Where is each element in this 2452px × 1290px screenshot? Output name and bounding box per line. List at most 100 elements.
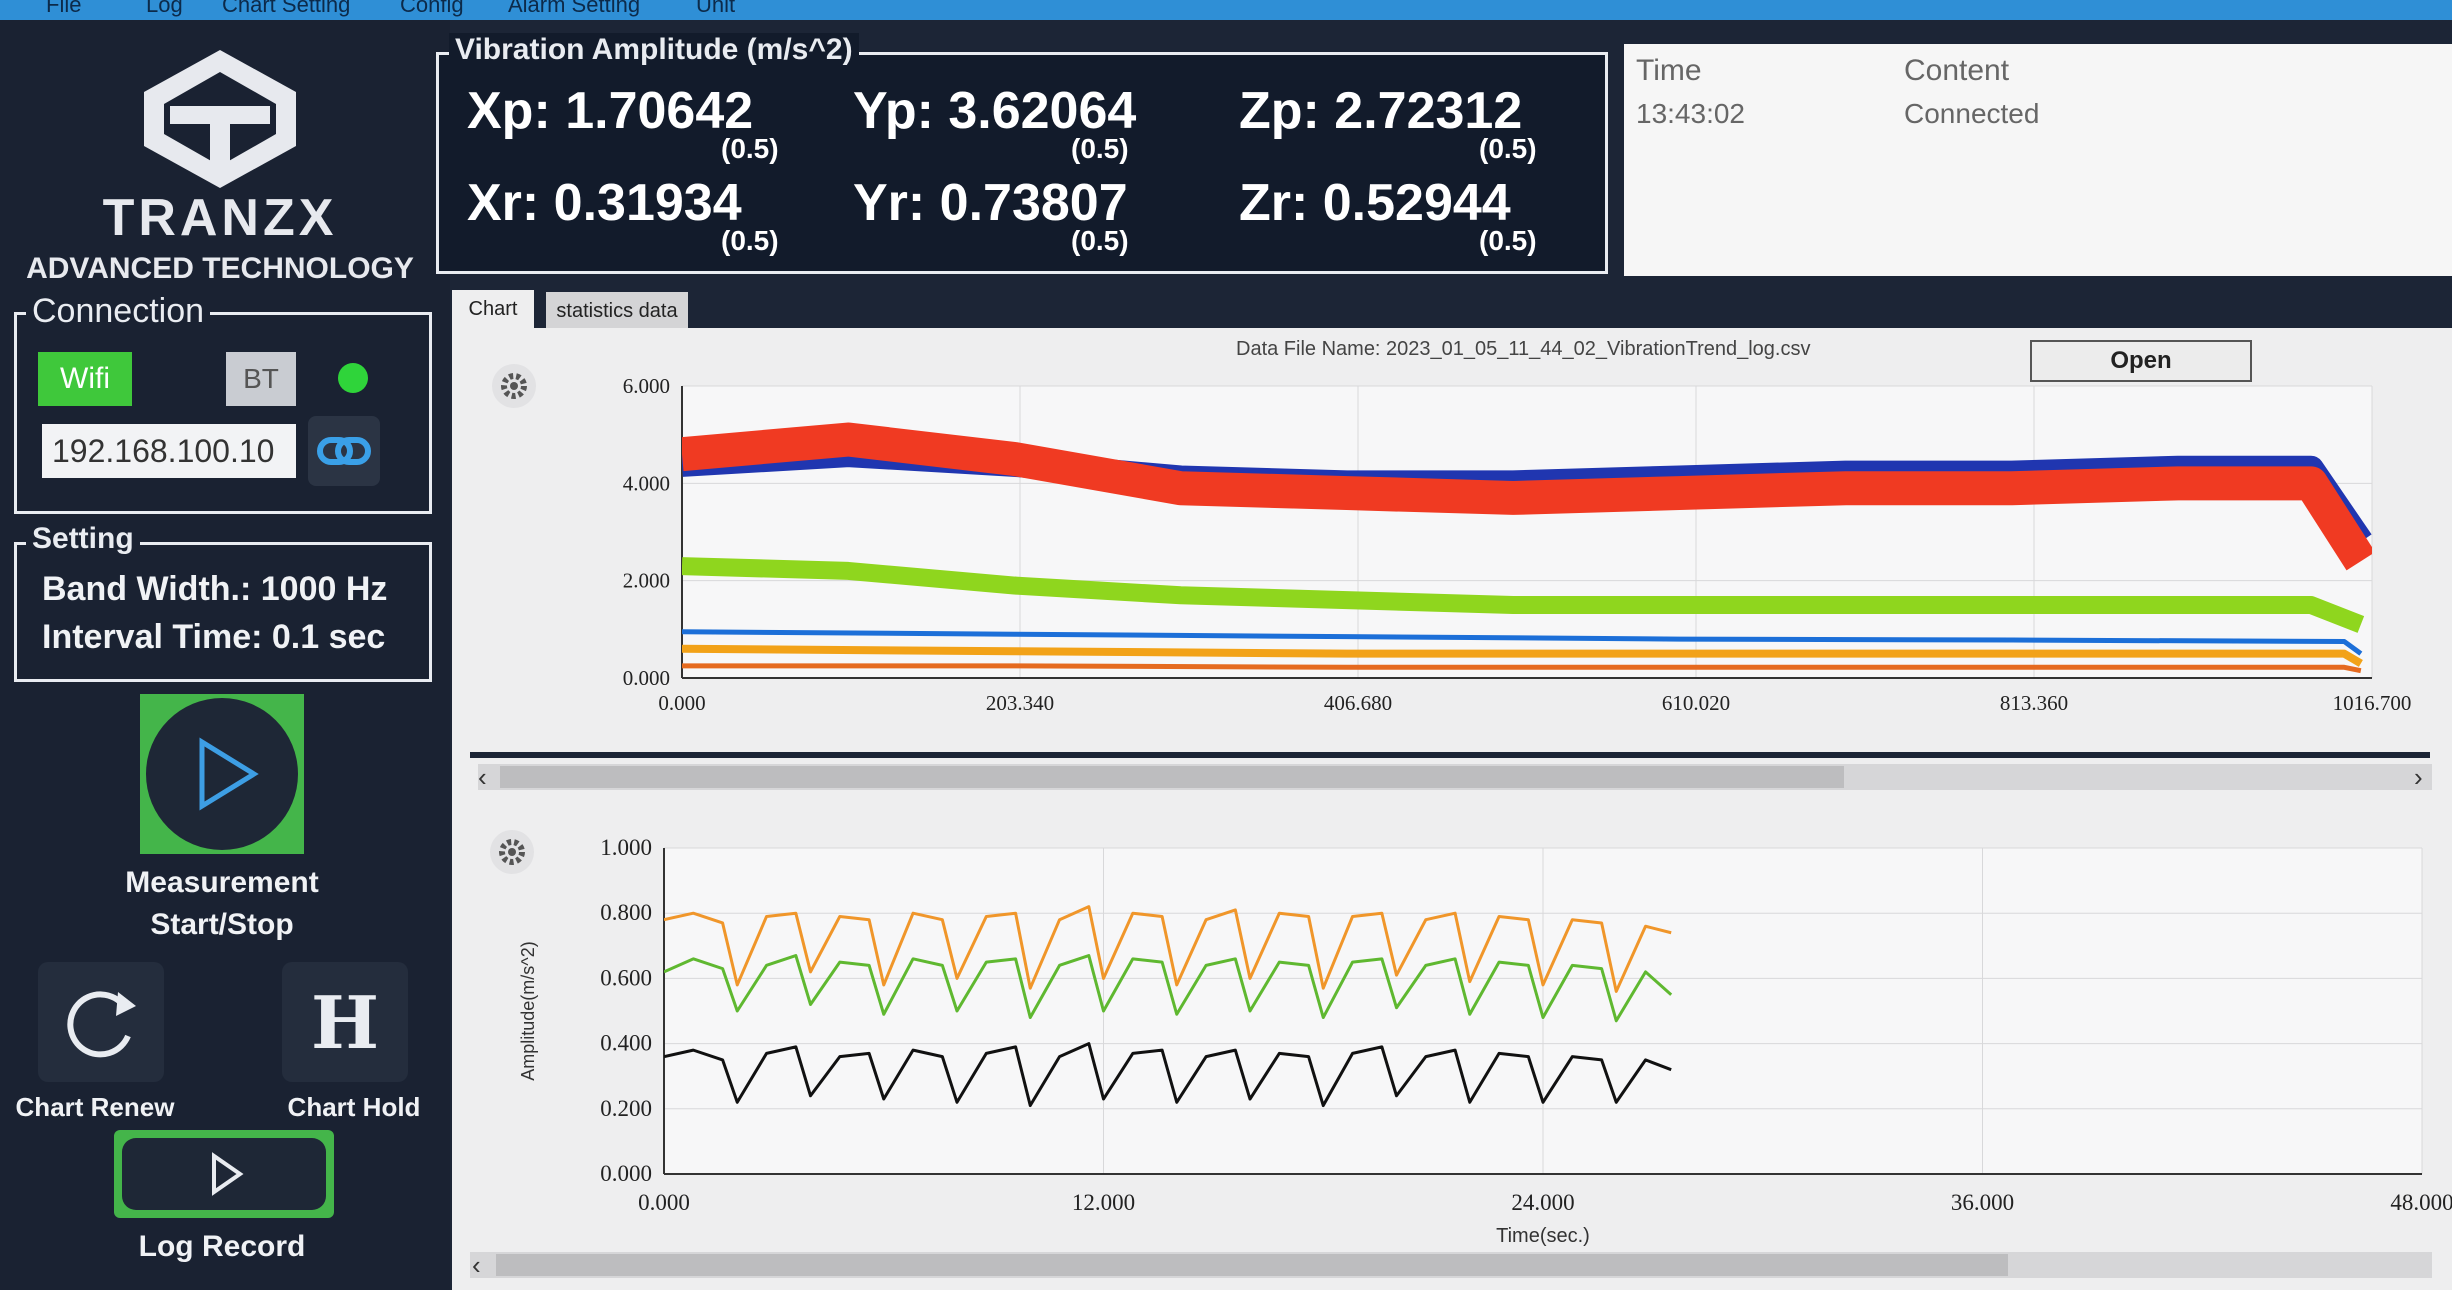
chart-renew-button[interactable] xyxy=(38,962,164,1082)
x-tick-label: 36.000 xyxy=(1951,1190,2014,1215)
menu-bar: File Log Chart Setting Config Alarm Sett… xyxy=(0,0,2452,20)
menu-unit[interactable]: Unit xyxy=(696,0,736,17)
x-tick-label: 813.360 xyxy=(2000,691,2068,715)
y-tick-label: 0.800 xyxy=(600,900,652,925)
yp-threshold: (0.5) xyxy=(1071,133,1129,164)
zr-threshold: (0.5) xyxy=(1479,225,1537,256)
series-line-5 xyxy=(682,663,2362,674)
chart2-settings-gear-icon[interactable] xyxy=(488,828,536,876)
ip-address-input[interactable] xyxy=(42,424,296,478)
x-tick-label: 12.000 xyxy=(1072,1190,1135,1215)
y-tick-label: 0.400 xyxy=(600,1031,652,1056)
log-header-time: Time xyxy=(1636,54,1702,87)
wifi-button[interactable]: Wifi xyxy=(38,352,132,406)
play-icon xyxy=(146,698,298,850)
tab-statistics-data[interactable]: statistics data xyxy=(546,292,688,330)
yr-threshold: (0.5) xyxy=(1071,225,1129,256)
menu-log[interactable]: Log xyxy=(146,0,183,17)
y-tick-label: 0.000 xyxy=(623,666,670,690)
y-tick-label: 1.000 xyxy=(600,835,652,860)
zr-value: Zr: 0.52944 xyxy=(1239,174,1511,232)
y-tick-label: 0.600 xyxy=(600,965,652,990)
measurement-label-line2: Start/Stop xyxy=(150,908,294,941)
menu-file[interactable]: File xyxy=(46,0,82,17)
scroll-left-icon[interactable]: ‹ xyxy=(478,762,487,792)
x-tick-label: 610.020 xyxy=(1662,691,1730,715)
series-line-1 xyxy=(664,954,1673,1023)
x-tick-label: 24.000 xyxy=(1511,1190,1574,1215)
xr-value: Xr: 0.31934 xyxy=(467,174,742,232)
x-tick-label: 0.000 xyxy=(658,691,705,715)
yp-value: Yp: 3.62064 xyxy=(853,82,1137,140)
yr-value: Yr: 0.73807 xyxy=(853,174,1128,232)
series-line-2 xyxy=(682,557,2365,633)
amplitude-chart: 0.000 12.000 24.000 36.000 48.000 0.000 0.200 0… xyxy=(518,835,2452,1247)
brand-tagline: ADVANCED TECHNOLOGY xyxy=(26,252,414,285)
plot-background xyxy=(682,386,2372,678)
chart1-settings-gear-icon[interactable] xyxy=(490,362,538,410)
scroll-left-icon[interactable]: ‹ xyxy=(472,1250,481,1280)
measurement-start-stop-button[interactable] xyxy=(140,694,304,854)
chart2-scrollbar-thumb[interactable] xyxy=(496,1254,2008,1276)
x-tick-label: 48.000 xyxy=(2390,1190,2452,1215)
chart1-divider xyxy=(470,752,2430,758)
connection-status-indicator xyxy=(338,363,368,393)
vibration-amplitude-panel: Vibration Amplitude (m/s^2) Xp: 1.70642 … xyxy=(436,33,1608,274)
xr-threshold: (0.5) xyxy=(721,225,779,256)
scroll-right-icon[interactable]: › xyxy=(2414,762,2423,792)
log-record-button[interactable] xyxy=(114,1130,334,1218)
tab-chart[interactable]: Chart xyxy=(452,290,534,328)
x-tick-label: 1016.700 xyxy=(2333,691,2412,715)
zp-threshold: (0.5) xyxy=(1479,133,1537,164)
y-tick-label: 0.200 xyxy=(600,1096,652,1121)
x-tick-label: 406.680 xyxy=(1324,691,1392,715)
y-tick-label: 6.000 xyxy=(623,374,670,398)
bt-button[interactable]: BT xyxy=(226,352,296,406)
xp-value: Xp: 1.70642 xyxy=(467,82,754,140)
connection-group xyxy=(14,312,432,514)
trend-chart: 0.000 203.340 406.680 610.020 813.360 1016.70… xyxy=(623,374,2412,715)
chart1-scrollbar-thumb[interactable] xyxy=(500,766,1844,788)
zp-value: Zp: 2.72312 xyxy=(1239,82,1523,140)
event-log-panel: Time Content 13:43:02 Connected xyxy=(1624,44,2452,276)
connection-legend: Connection xyxy=(26,292,211,331)
chart-hold-label: Chart Hold xyxy=(287,1092,421,1122)
series-line-0 xyxy=(664,905,1672,993)
series-line-1 xyxy=(682,422,2372,571)
menu-alarm-setting[interactable]: Alarm Setting xyxy=(508,0,641,17)
play-icon xyxy=(212,1152,244,1196)
series-line-3 xyxy=(682,629,2363,656)
hold-icon: H xyxy=(310,980,380,1065)
setting-group xyxy=(14,542,432,682)
logo: TRANZX ADVANCED TECHNOLOGY xyxy=(0,20,440,290)
brand-name: TRANZX xyxy=(102,189,338,247)
log-row-time: 13:43:02 xyxy=(1636,98,1745,129)
y-axis-label: Amplitude(m/s^2) xyxy=(518,941,538,1080)
data-file-name: Data File Name: 2023_01_05_11_44_02_Vibr… xyxy=(1236,338,1811,360)
xp-threshold: (0.5) xyxy=(721,133,779,164)
log-header-content: Content xyxy=(1904,54,2010,87)
refresh-icon xyxy=(67,991,136,1058)
chart-renew-label: Chart Renew xyxy=(15,1092,175,1122)
tranzx-logo-icon xyxy=(144,50,296,188)
series-line-4 xyxy=(682,644,2363,667)
interval-time-text: Interval Time: 0.1 sec xyxy=(42,618,386,656)
open-file-button[interactable]: Open xyxy=(2030,340,2252,382)
menu-config[interactable]: Config xyxy=(400,0,464,17)
x-tick-label: 0.000 xyxy=(638,1190,690,1215)
menu-chart-setting[interactable]: Chart Setting xyxy=(222,0,351,17)
log-record-label: Log Record xyxy=(138,1230,306,1263)
measurement-label-line1: Measurement xyxy=(125,866,319,899)
connect-button[interactable] xyxy=(308,416,380,486)
vibration-legend: Vibration Amplitude (m/s^2) xyxy=(449,33,859,67)
y-tick-label: 4.000 xyxy=(623,471,670,495)
setting-legend: Setting xyxy=(26,522,140,556)
link-icon xyxy=(317,437,371,465)
log-record-inner xyxy=(122,1138,326,1210)
x-axis-label: Time(sec.) xyxy=(1496,1225,1590,1247)
band-width-text: Band Width.: 1000 Hz xyxy=(42,570,388,608)
chart-hold-button[interactable]: H xyxy=(282,962,408,1082)
y-tick-label: 0.000 xyxy=(600,1161,652,1186)
series-line-2 xyxy=(664,1042,1672,1108)
y-tick-label: 2.000 xyxy=(623,569,670,593)
